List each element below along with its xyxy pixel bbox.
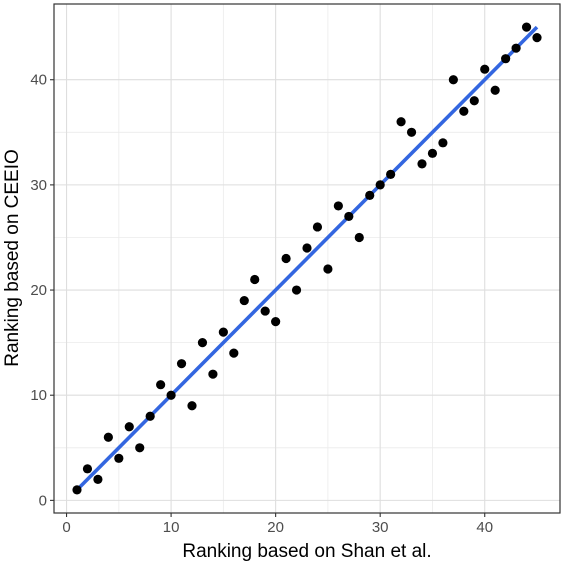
y-tick-label: 10 xyxy=(30,387,47,404)
data-point xyxy=(156,380,166,390)
x-tick-label: 10 xyxy=(163,519,180,536)
y-axis-title: Ranking based on CEEIO xyxy=(2,149,23,367)
x-tick-label: 0 xyxy=(62,519,70,536)
data-point xyxy=(72,485,82,495)
data-point xyxy=(396,117,406,127)
data-point xyxy=(459,106,469,116)
data-point xyxy=(312,222,323,232)
data-point xyxy=(145,411,155,421)
data-point xyxy=(229,348,239,358)
fit-line-layer xyxy=(75,25,539,492)
data-point xyxy=(281,253,291,264)
x-tick-label: 40 xyxy=(476,519,493,536)
data-point xyxy=(124,422,134,432)
data-point xyxy=(176,359,187,369)
data-point xyxy=(103,432,113,442)
data-point xyxy=(114,453,124,463)
data-point xyxy=(323,264,333,274)
data-point xyxy=(406,127,417,137)
data-point xyxy=(354,232,364,243)
data-point xyxy=(197,338,208,348)
data-point xyxy=(218,327,228,337)
data-point xyxy=(480,64,490,74)
points-layer xyxy=(72,22,542,495)
x-tick-label: 30 xyxy=(372,519,389,536)
y-tick-label: 30 xyxy=(30,177,47,194)
grid-major xyxy=(54,4,560,513)
x-axis-ticks: 0 10 20 30 40 xyxy=(62,513,493,536)
x-tick-label: 20 xyxy=(267,519,284,536)
data-point xyxy=(532,33,542,43)
data-point xyxy=(501,54,511,64)
data-point xyxy=(469,96,479,106)
data-point xyxy=(271,316,281,327)
data-point xyxy=(166,390,176,400)
data-point xyxy=(260,306,270,316)
data-point xyxy=(333,201,343,211)
data-point xyxy=(386,169,396,179)
data-point xyxy=(365,190,375,201)
data-point xyxy=(239,295,249,306)
panel-border xyxy=(53,3,561,514)
data-point xyxy=(302,243,312,253)
data-point xyxy=(82,464,93,474)
y-tick-label: 40 xyxy=(30,72,47,89)
x-axis-title: Ranking based on Shan et al. xyxy=(182,541,431,562)
data-point xyxy=(417,159,427,169)
data-point xyxy=(448,75,458,85)
data-point xyxy=(427,148,438,158)
fit-line xyxy=(75,25,539,492)
data-point xyxy=(438,138,448,148)
y-axis-ticks: 0 10 20 30 40 xyxy=(30,72,54,509)
data-point xyxy=(375,180,385,190)
data-point xyxy=(291,285,302,295)
data-point xyxy=(187,401,197,411)
data-point xyxy=(344,211,354,222)
data-point xyxy=(208,369,218,379)
data-point xyxy=(250,274,260,285)
data-point xyxy=(521,22,532,32)
grid-minor xyxy=(54,4,560,513)
y-tick-label: 0 xyxy=(39,492,47,509)
data-point xyxy=(93,474,103,484)
data-point xyxy=(135,443,145,453)
y-tick-label: 20 xyxy=(30,282,47,299)
data-point xyxy=(511,43,521,53)
data-point xyxy=(490,85,500,95)
